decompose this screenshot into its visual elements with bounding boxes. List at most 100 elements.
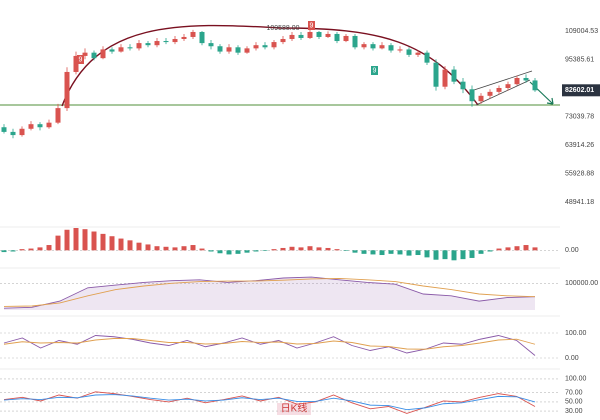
indicator-line [3, 338, 536, 350]
y-tick-label: 73039.78 [565, 113, 594, 120]
candle-body [397, 49, 403, 51]
histogram-bar [82, 229, 88, 251]
candle-body [109, 49, 115, 52]
candle-body [487, 91, 493, 96]
candle-body [37, 124, 43, 128]
histogram-bar [19, 249, 25, 251]
y-tick-label: 70.00 [565, 390, 583, 397]
histogram-bar [172, 247, 178, 251]
histogram-bar [271, 249, 277, 251]
histogram-bar [190, 245, 196, 251]
candle-body [199, 31, 205, 44]
histogram-bar [298, 247, 304, 251]
candle-body [145, 43, 151, 46]
candle-body [181, 36, 187, 39]
histogram-bar [316, 247, 322, 251]
histogram-bar [487, 250, 493, 252]
histogram-bar [325, 247, 331, 251]
histogram-bar [460, 250, 466, 260]
histogram-bar [136, 242, 142, 251]
histogram-bar [217, 250, 223, 254]
candle-body [190, 31, 196, 37]
candle-body [163, 41, 169, 43]
signal-label: 9 [310, 22, 314, 29]
price-tag [562, 84, 600, 97]
candle-body [523, 77, 529, 81]
candle-body [289, 34, 295, 39]
histogram-bar [361, 250, 367, 254]
indicator-line [3, 277, 536, 307]
candle-body [352, 35, 358, 48]
histogram-bar [145, 244, 151, 251]
signal-label: 9 [373, 67, 377, 74]
y-tick-label: 55928.88 [565, 171, 594, 178]
y-tick-label: 63914.26 [565, 142, 594, 149]
histogram-bar [262, 250, 268, 251]
histogram-bar [199, 248, 205, 251]
candle-body [532, 80, 538, 91]
histogram-bar [442, 250, 448, 260]
y-tick-label: 30.00 [565, 408, 583, 415]
candle-body [244, 48, 250, 53]
wedge-lines [473, 70, 533, 106]
candle-body [361, 44, 367, 48]
histogram-bar [406, 250, 412, 256]
candle-body [172, 38, 178, 43]
candle-body [469, 89, 475, 102]
y-tick-label: 0.00 [565, 247, 579, 254]
histogram-bar [91, 231, 97, 251]
histogram-bar [307, 246, 313, 251]
histogram-bar [154, 246, 160, 251]
indicator-line [3, 276, 536, 309]
candle-body [46, 122, 52, 128]
candle-body [235, 47, 241, 53]
signal-label: 9 [79, 56, 83, 63]
histogram-bar [64, 229, 70, 251]
histogram-bar [253, 250, 259, 252]
candle-body [505, 84, 511, 88]
candle-body [1, 127, 7, 132]
peak-label: 109588.00 [266, 25, 299, 32]
y-tick-label: 100.00 [565, 376, 587, 383]
candle-body [496, 87, 502, 92]
indicator-line [3, 394, 536, 411]
histogram-bar [379, 250, 385, 256]
y-tick-label: 0.00 [565, 355, 579, 362]
histogram-bar [37, 247, 43, 251]
histogram-bar [244, 250, 250, 253]
candle-body [64, 71, 70, 109]
candle-body [379, 45, 385, 49]
y-tick-label: 100000.00 [565, 280, 598, 287]
histogram-bar [10, 250, 16, 252]
candle-body [208, 43, 214, 47]
candle-body [19, 128, 25, 136]
signal-marker [77, 55, 84, 64]
band-area [4, 277, 535, 310]
candle-body [334, 33, 340, 42]
candle-body [298, 34, 304, 38]
candle-body [424, 52, 430, 63]
y-tick-label: 109004.53 [565, 28, 598, 35]
candle-body [307, 31, 313, 38]
histogram-bar [226, 250, 232, 255]
histogram-bar [235, 250, 241, 254]
candle-body [82, 52, 88, 56]
candle-body [415, 52, 421, 55]
histogram-bar [163, 246, 169, 251]
candle-body [460, 81, 466, 90]
histogram-bar [532, 247, 538, 251]
candle-body [514, 77, 520, 85]
histogram-bar [478, 250, 484, 254]
y-tick-label: 48941.18 [565, 199, 594, 206]
candle-body [217, 46, 223, 52]
histogram-bar [496, 248, 502, 251]
y-tick-label: 50.00 [565, 399, 583, 406]
histogram-bar [523, 245, 529, 251]
histogram-bar [415, 250, 421, 256]
candle-body [127, 47, 133, 49]
candle-body [226, 47, 232, 52]
candle-body [370, 44, 376, 49]
histogram-bar [505, 247, 511, 251]
